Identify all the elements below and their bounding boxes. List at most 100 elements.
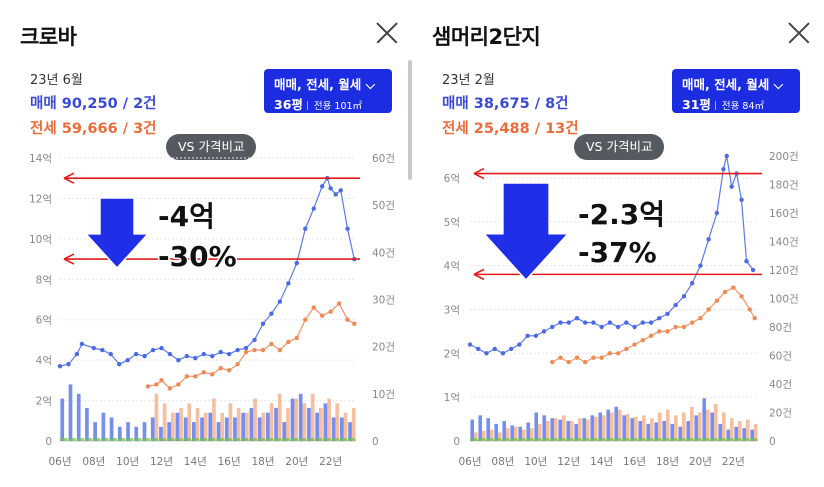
volume-bar-jeonse xyxy=(236,407,241,441)
volume-bar-monthly xyxy=(273,438,282,441)
volume-bar-sale xyxy=(662,421,666,441)
volume-bar-sale xyxy=(622,415,626,441)
volume-bar-jeonse xyxy=(261,412,266,441)
data-point-sale xyxy=(476,346,481,352)
vs-compare-button[interactable]: VS 가격비교 xyxy=(166,134,257,160)
volume-bar-jeonse xyxy=(642,415,646,441)
volume-bar-sale xyxy=(307,407,311,441)
filter-button[interactable]: 매매, 전세, 월세 ⌵ 36평 전용 101㎡ xyxy=(264,69,392,113)
data-point-jeonse xyxy=(352,321,357,326)
volume-bar-sale xyxy=(323,403,328,441)
volume-bar-monthly xyxy=(534,438,542,441)
data-point-jeonse xyxy=(731,285,736,290)
filter-area: 전용 84㎡ xyxy=(721,101,764,112)
volume-bar-sale xyxy=(670,423,674,441)
volume-bar-monthly xyxy=(101,438,109,441)
volume-bar-monthly xyxy=(109,438,117,441)
volume-bar-monthly xyxy=(518,438,526,441)
volume-bar-monthly xyxy=(150,438,158,441)
volume-bar-sale xyxy=(518,426,522,441)
data-point-sale xyxy=(269,311,274,316)
data-point-sale xyxy=(744,259,749,264)
volume-bar-jeonse xyxy=(310,393,315,441)
series-line-jeonse xyxy=(552,286,756,363)
annotation-drop: -2.3억 xyxy=(578,198,665,231)
volume-bar-monthly xyxy=(750,438,758,441)
volume-bar-jeonse xyxy=(602,415,606,441)
data-point-jeonse xyxy=(591,355,596,360)
data-point-sale xyxy=(467,342,473,347)
filter-separator xyxy=(306,101,308,110)
y-right-tick-label: 100건 xyxy=(769,294,799,306)
volume-bar-monthly xyxy=(232,438,241,441)
data-point-jeonse xyxy=(698,316,703,321)
data-point-jeonse xyxy=(201,370,206,375)
y-right-tick-label: 160건 xyxy=(769,208,799,220)
volume-bar-sale xyxy=(331,417,336,441)
data-point-jeonse xyxy=(193,374,198,379)
volume-bar-monthly xyxy=(614,438,622,441)
vs-compare-button[interactable]: VS 가격비교 xyxy=(574,134,665,160)
volume-bar-jeonse xyxy=(162,403,167,441)
data-point-jeonse xyxy=(739,294,744,299)
y-right-tick-label: 120건 xyxy=(769,265,799,277)
data-point-sale xyxy=(591,320,596,325)
reference-arrowhead xyxy=(63,172,75,184)
volume-bar-jeonse xyxy=(746,419,750,441)
data-point-sale xyxy=(599,324,604,330)
volume-bar-sale xyxy=(542,415,546,441)
volume-bar-sale xyxy=(566,421,570,441)
y-right-tick-label: 180건 xyxy=(769,180,799,192)
volume-bar-monthly xyxy=(478,438,486,441)
data-point-jeonse xyxy=(176,382,181,387)
volume-bar-jeonse xyxy=(343,412,348,441)
volume-bar-jeonse xyxy=(351,407,356,441)
volume-bar-monthly xyxy=(734,438,742,441)
volume-bar-sale xyxy=(734,426,738,441)
volume-bar-monthly xyxy=(702,438,710,441)
x-tick-label: 16년 xyxy=(218,456,241,468)
complex-title: 크로바 xyxy=(20,25,77,49)
volume-bar-jeonse xyxy=(722,412,726,441)
data-point-jeonse xyxy=(599,355,604,360)
filter-area: 전용 101㎡ xyxy=(313,101,363,112)
data-point-sale xyxy=(252,337,257,343)
data-point-sale xyxy=(640,320,645,325)
volume-bar-monthly xyxy=(166,438,175,441)
data-point-jeonse xyxy=(269,341,274,347)
volume-bar-monthly xyxy=(742,438,750,441)
data-point-jeonse xyxy=(665,329,670,334)
data-point-sale xyxy=(739,197,744,203)
volume-bar-jeonse xyxy=(506,428,510,441)
data-point-jeonse xyxy=(714,298,720,303)
volume-bar-jeonse xyxy=(277,393,282,441)
data-point-jeonse xyxy=(607,351,613,356)
x-tick-label: 10년 xyxy=(116,456,139,468)
volume-bar-sale xyxy=(274,407,278,441)
y-right-tick-label: 20건 xyxy=(372,342,395,354)
volume-bar-sale xyxy=(93,422,97,441)
volume-bar-monthly xyxy=(175,438,183,441)
volume-bar-sale xyxy=(534,412,538,441)
x-tick-label: 22년 xyxy=(722,456,745,468)
y-right-tick-label: 0 xyxy=(372,436,379,448)
data-point-sale xyxy=(117,361,122,367)
scrollbar[interactable] xyxy=(408,60,412,180)
data-point-sale xyxy=(243,345,249,351)
volume-bar-monthly xyxy=(710,438,718,441)
volume-bar-monthly xyxy=(582,438,590,441)
volume-bar-monthly xyxy=(290,438,298,441)
data-point-sale xyxy=(624,320,629,325)
info-jeonse: 전세 59,666 / 3건 xyxy=(30,121,157,137)
x-tick-label: 12년 xyxy=(557,456,580,468)
volume-bar-sale xyxy=(348,422,352,441)
data-point-sale xyxy=(333,192,338,197)
volume-bar-jeonse xyxy=(482,431,486,441)
filter-button[interactable]: 매매, 전세, 월세 ⌵ 31평 전용 84㎡ xyxy=(672,69,800,113)
data-point-jeonse xyxy=(252,347,257,353)
y-left-tick-label: 8억 xyxy=(36,274,52,286)
data-point-sale xyxy=(167,351,173,357)
filter-types: 매매, 전세, 월세 xyxy=(682,77,770,92)
volume-bar-jeonse xyxy=(498,432,502,441)
volume-bar-jeonse xyxy=(294,398,299,441)
